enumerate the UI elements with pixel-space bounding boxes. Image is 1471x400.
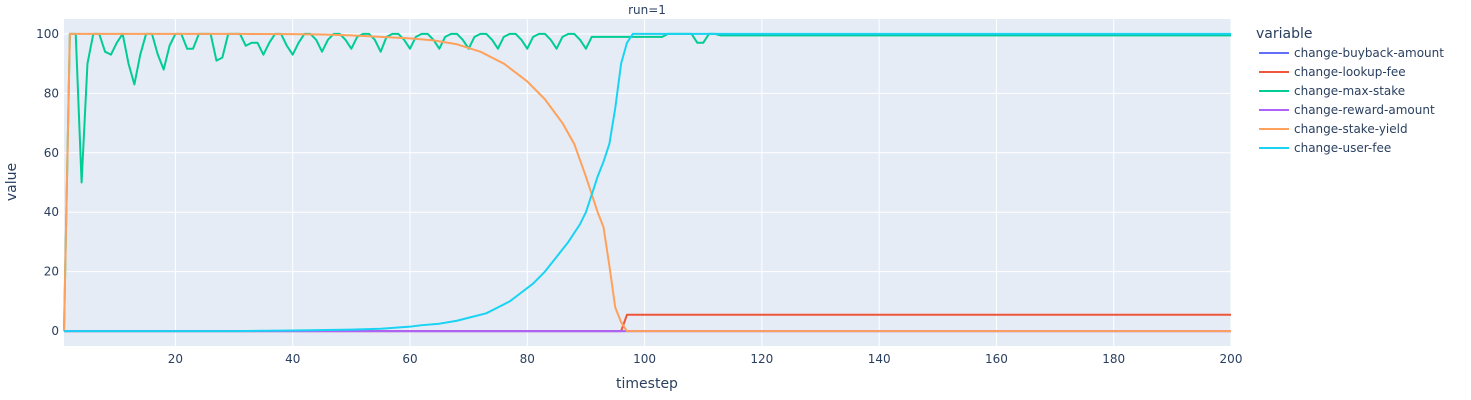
- x-tick-label: 80: [520, 352, 535, 366]
- y-tick-label: 80: [44, 86, 59, 100]
- series-line-change-user-fee: [64, 32, 1231, 333]
- y-tick-label: 100: [36, 27, 59, 41]
- legend-item-label: change-buyback-amount: [1294, 46, 1444, 60]
- y-axis-ticks: 0 20 40 60 80 100: [36, 27, 59, 338]
- series-layer: [63, 32, 1231, 333]
- x-tick-label: 40: [285, 352, 300, 366]
- chart-title: run=1: [628, 3, 666, 17]
- legend: variable change-buyback-amount change-loo…: [1256, 26, 1444, 155]
- x-tick-label: 200: [1220, 352, 1243, 366]
- x-tick-label: 120: [750, 352, 773, 366]
- series-line-change-stake-yield: [63, 32, 1231, 333]
- y-tick-label: 40: [44, 205, 59, 219]
- x-axis-title: timestep: [616, 376, 678, 392]
- x-tick-label: 20: [168, 352, 183, 366]
- y-tick-label: 0: [51, 324, 59, 338]
- legend-title: variable: [1256, 26, 1312, 42]
- x-tick-label: 180: [1102, 352, 1125, 366]
- legend-item-label: change-max-stake: [1294, 84, 1405, 98]
- x-axis-ticks: 20 40 60 80 100 120 140 160 180 200: [168, 352, 1243, 366]
- x-tick-label: 100: [633, 352, 656, 366]
- x-tick-label: 60: [402, 352, 417, 366]
- y-tick-label: 60: [44, 146, 59, 160]
- legend-item-label: change-user-fee: [1294, 141, 1391, 155]
- x-tick-label: 140: [868, 352, 891, 366]
- y-tick-label: 20: [44, 265, 59, 279]
- legend-item-label: change-stake-yield: [1294, 122, 1408, 136]
- x-tick-label: 160: [985, 352, 1008, 366]
- plot-area: [64, 19, 1231, 346]
- legend-item-label: change-lookup-fee: [1294, 65, 1406, 79]
- y-axis-title: value: [4, 163, 20, 201]
- series-line-change-max-stake: [63, 32, 1231, 332]
- legend-item-label: change-reward-amount: [1294, 103, 1435, 117]
